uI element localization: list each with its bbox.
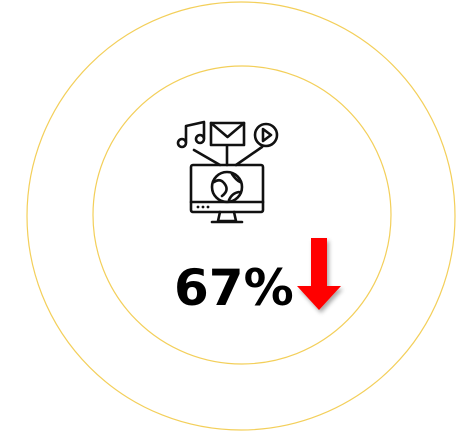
- media-icon: [176, 120, 279, 224]
- down-arrow: [297, 238, 341, 310]
- inner-ring: [92, 65, 392, 365]
- outer-ring: [26, 1, 456, 431]
- stat-value: 67%: [174, 259, 294, 317]
- monitor-dots: [196, 205, 210, 209]
